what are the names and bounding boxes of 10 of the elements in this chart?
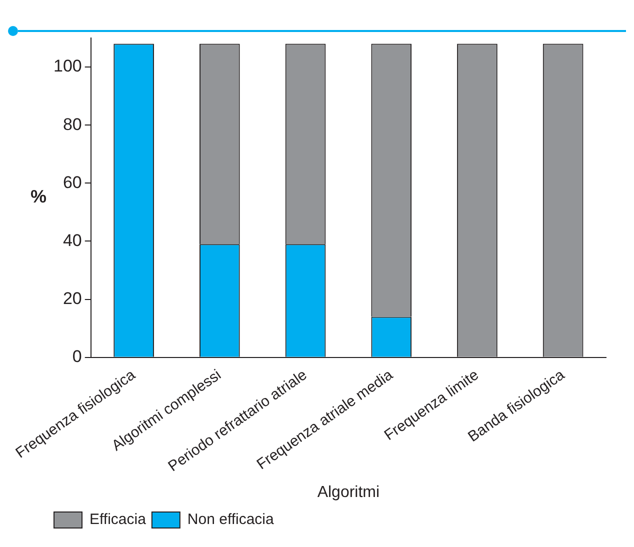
y-tick-label: 0 <box>72 347 82 366</box>
y-tick-label: 100 <box>54 56 82 76</box>
y-tick-label: 20 <box>62 288 82 308</box>
y-axis-title: % <box>30 186 47 207</box>
y-tick-label: 40 <box>62 230 82 250</box>
x-axis-title: Algoritmi <box>317 484 380 501</box>
legend-label: Efficacia <box>90 511 147 528</box>
legend-label: Non efficacia <box>187 511 275 528</box>
y-tick-label: 60 <box>62 172 82 192</box>
y-tick-label: 80 <box>62 114 82 134</box>
